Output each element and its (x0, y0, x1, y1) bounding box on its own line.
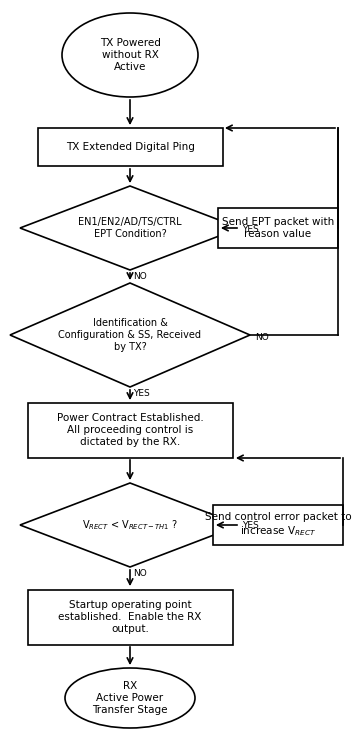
Bar (218, 208, 338, 248)
Text: NO: NO (133, 272, 147, 281)
Text: Send EPT packet with
reason value: Send EPT packet with reason value (222, 218, 334, 239)
Text: EN1/EN2/AD/TS/CTRL
EPT Condition?: EN1/EN2/AD/TS/CTRL EPT Condition? (78, 218, 182, 239)
Text: TX Powered
without RX
Active: TX Powered without RX Active (100, 38, 161, 71)
Polygon shape (10, 283, 250, 387)
Text: NO: NO (255, 333, 269, 342)
Text: YES: YES (242, 521, 259, 530)
Text: NO: NO (133, 569, 147, 578)
Text: YES: YES (133, 389, 150, 398)
Text: RX
Active Power
Transfer Stage: RX Active Power Transfer Stage (92, 681, 168, 714)
Text: Identification &
Configuration & SS, Received
by TX?: Identification & Configuration & SS, Rec… (58, 318, 201, 351)
Text: V$_{RECT}$ < V$_{RECT-TH1}$ ?: V$_{RECT}$ < V$_{RECT-TH1}$ ? (82, 518, 178, 532)
Text: TX Extended Digital Ping: TX Extended Digital Ping (66, 142, 194, 152)
Bar (37, 128, 222, 166)
Bar (213, 505, 343, 545)
Ellipse shape (62, 13, 198, 97)
Text: YES: YES (242, 225, 259, 234)
Polygon shape (20, 483, 240, 567)
Bar (27, 403, 232, 457)
Text: Send control error packet to
increase V$_{RECT}$: Send control error packet to increase V$… (205, 512, 351, 538)
Polygon shape (20, 186, 240, 270)
Text: Startup operating point
established.  Enable the RX
output.: Startup operating point established. Ena… (58, 600, 202, 634)
Bar (27, 589, 232, 645)
Ellipse shape (65, 668, 195, 728)
Text: Power Contract Established.
All proceeding control is
dictated by the RX.: Power Contract Established. All proceedi… (57, 413, 203, 447)
